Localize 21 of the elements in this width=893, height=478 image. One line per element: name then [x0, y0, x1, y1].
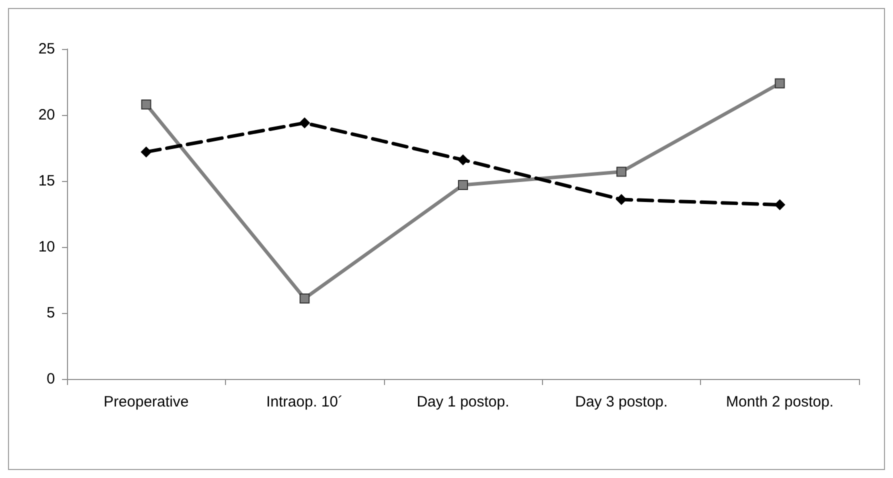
x-tick-label: Day 3 postop. [575, 394, 668, 410]
x-tick-label: Preoperative [104, 394, 189, 410]
x-tick-label: Intraop. 10´ [266, 394, 343, 410]
y-tick-label: 15 [38, 172, 55, 190]
y-tick-label: 10 [38, 238, 55, 256]
point [140, 146, 152, 158]
y-tick-label: 25 [38, 40, 55, 58]
point [141, 99, 152, 110]
x-tick-label: Day 1 postop. [416, 394, 510, 410]
point [299, 117, 310, 128]
point [774, 199, 786, 210]
y-tick-label: 0 [46, 370, 55, 388]
x-tick-label: Month 2 postop. [726, 394, 834, 410]
point [616, 166, 626, 177]
point [458, 154, 468, 166]
y-tick-label: 5 [46, 304, 55, 322]
point [300, 293, 310, 304]
point [774, 78, 785, 88]
y-tick-label: 20 [38, 106, 55, 124]
point [616, 194, 627, 205]
point [458, 180, 468, 190]
